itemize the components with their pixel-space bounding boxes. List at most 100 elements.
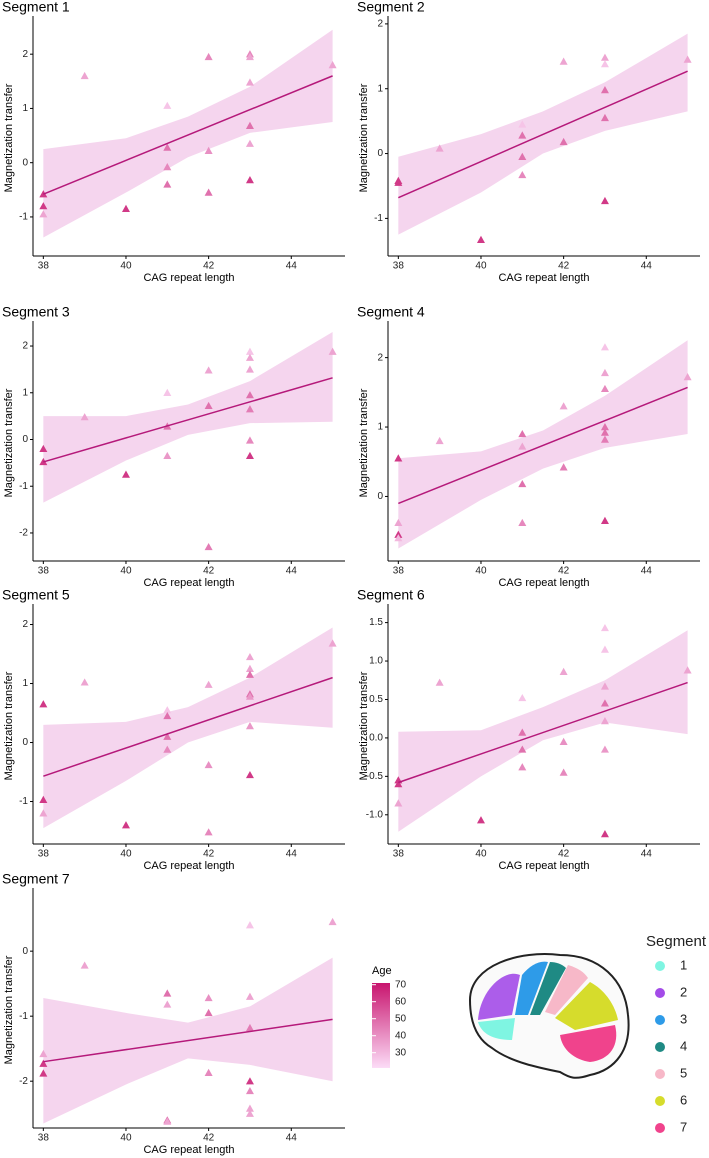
data-point <box>394 799 403 807</box>
panel-title: Segment 2 <box>357 0 425 15</box>
legend-label: 2 <box>680 984 687 999</box>
data-point <box>204 366 213 374</box>
y-tick-label: -1 <box>19 1011 28 1022</box>
data-point <box>245 451 254 460</box>
data-point <box>39 809 48 817</box>
data-point <box>518 763 527 771</box>
data-point <box>39 1059 48 1067</box>
legend-swatch <box>655 988 665 998</box>
data-point <box>39 1049 48 1058</box>
data-point <box>600 60 609 68</box>
legend-swatch <box>655 1042 665 1052</box>
data-point <box>80 71 89 80</box>
confidence-band <box>398 340 688 549</box>
x-tick-label: 40 <box>475 261 487 272</box>
x-tick-label: 38 <box>393 849 405 860</box>
y-tick-label: 1.5 <box>369 617 383 628</box>
data-point <box>394 534 403 542</box>
data-point <box>600 428 609 436</box>
data-point <box>245 52 254 61</box>
data-point <box>600 623 609 632</box>
data-point <box>600 682 609 690</box>
legend-swatch <box>655 1069 665 1079</box>
x-tick-label: 42 <box>203 261 215 272</box>
x-tick-label: 40 <box>120 566 132 577</box>
data-point <box>559 137 568 146</box>
y-tick-label: 1 <box>377 83 383 94</box>
y-axis-title: Magnetization transfer <box>3 671 15 780</box>
brain-region <box>515 961 548 1015</box>
y-tick-label: 0.5 <box>369 694 383 705</box>
fit-line <box>398 386 688 505</box>
data-point <box>328 917 337 926</box>
x-axis-title: CAG repeat length <box>498 577 589 589</box>
panel: Segment 5 -1 0 1 2 38 40 42 44 CAG repeat length M… <box>2 587 345 872</box>
data-point <box>204 542 213 551</box>
data-point <box>559 463 568 471</box>
data-point <box>559 737 568 745</box>
x-axis-title: CAG repeat length <box>143 1144 234 1156</box>
x-tick-label: 40 <box>475 566 487 577</box>
x-tick-label: 42 <box>558 849 570 860</box>
data-point <box>80 678 89 686</box>
y-tick-label: 1.0 <box>369 656 383 667</box>
colorbar-tick-label: 30 <box>395 1047 407 1058</box>
data-point <box>39 795 48 803</box>
x-tick-label: 44 <box>286 849 298 860</box>
data-point <box>518 120 527 128</box>
fit-line <box>398 681 688 784</box>
y-tick-label: 1 <box>22 387 28 398</box>
data-point <box>600 645 609 653</box>
data-point <box>163 451 172 460</box>
data-point <box>435 436 444 445</box>
panel-title: Segment 5 <box>2 587 70 603</box>
data-point <box>394 518 403 527</box>
data-point <box>163 745 172 753</box>
data-point <box>245 139 254 147</box>
x-tick-label: 38 <box>38 261 50 272</box>
y-tick-label: -2 <box>19 528 28 539</box>
y-tick-label: 0 <box>22 157 28 168</box>
data-point <box>600 86 609 94</box>
data-point <box>600 384 609 393</box>
data-point <box>518 429 527 438</box>
data-point <box>245 921 254 929</box>
data-point <box>245 347 254 355</box>
data-point <box>245 664 254 672</box>
y-tick-label: -1 <box>19 796 28 807</box>
y-tick-label: 1 <box>22 678 28 689</box>
fit-line <box>43 75 333 195</box>
colorbar-tick-label: 40 <box>395 1030 407 1041</box>
data-point <box>600 368 609 377</box>
confidence-band <box>43 29 333 238</box>
data-point <box>163 711 172 720</box>
y-tick-label: 0 <box>22 737 28 748</box>
x-tick-label: 38 <box>38 1133 50 1144</box>
x-tick-label: 38 <box>38 566 50 577</box>
data-point <box>518 693 527 702</box>
x-tick-label: 44 <box>641 261 653 272</box>
data-point <box>204 146 213 154</box>
panel: Segment 4 0 1 2 38 40 42 44 CAG repeat length Mag… <box>357 304 700 589</box>
data-point <box>204 828 213 836</box>
data-point <box>328 639 337 647</box>
data-point <box>163 180 172 188</box>
data-point <box>518 442 527 450</box>
data-point <box>476 816 485 824</box>
y-tick-label: -1 <box>19 212 28 223</box>
x-tick-label: 44 <box>641 566 653 577</box>
x-axis-title: CAG repeat length <box>143 272 234 284</box>
y-axis-title: Magnetization transfer <box>3 83 15 192</box>
data-point <box>683 55 692 63</box>
x-tick-label: 44 <box>286 261 298 272</box>
y-tick-label: 1 <box>377 422 383 433</box>
legend-label: 5 <box>680 1065 687 1080</box>
x-axis-title: CAG repeat length <box>498 272 589 284</box>
data-point <box>600 830 609 838</box>
legend-title: Age <box>372 965 392 977</box>
panel: Segment 7 -2 -1 0 38 40 42 44 CAG repeat length M… <box>2 871 345 1156</box>
data-point <box>245 770 254 779</box>
x-tick-label: 44 <box>286 1133 298 1144</box>
legend-swatch <box>655 1015 665 1025</box>
data-point <box>204 1068 213 1076</box>
